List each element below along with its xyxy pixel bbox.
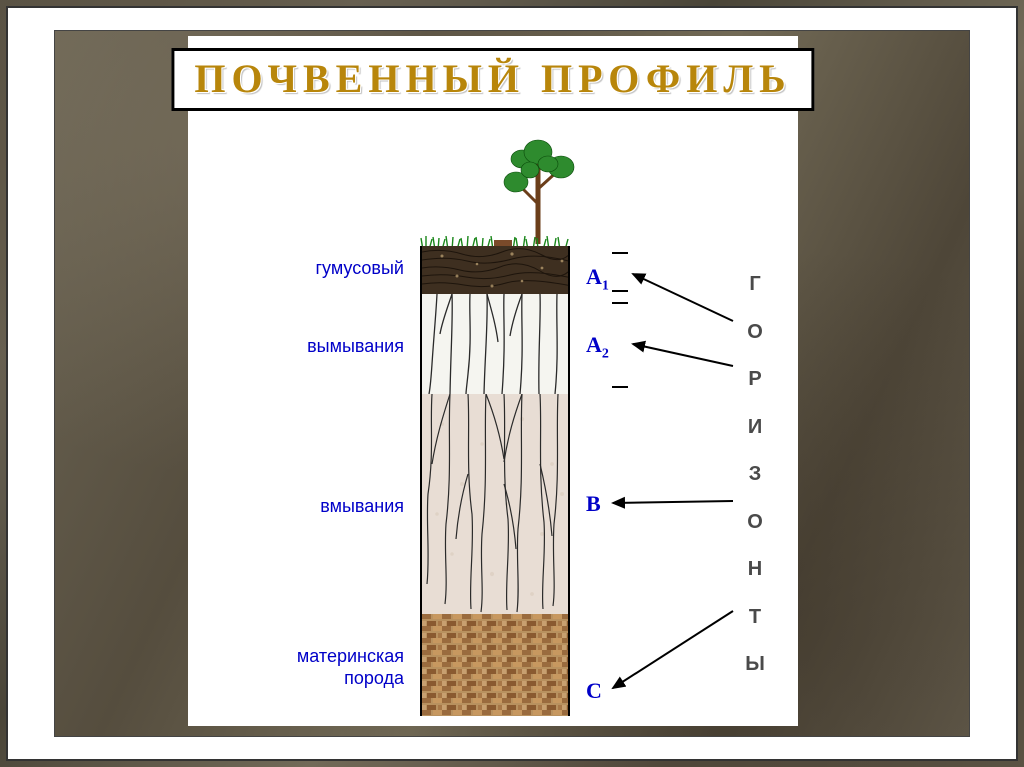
label-humus: гумусовый — [294, 258, 404, 279]
arrow-to-c — [608, 606, 738, 696]
soil-profile-diagram: гумусовый вымывания вмывания материнская… — [188, 126, 798, 726]
bracket-a1 — [612, 252, 628, 292]
arrow-to-b — [608, 491, 738, 511]
label-parent-rock-text: материнскаяпорода — [297, 646, 404, 688]
bracket-a2 — [612, 302, 628, 388]
layer-a1-humus — [422, 246, 568, 294]
vertical-label-horizons: ГОРИЗОНТЫ — [740, 274, 770, 674]
code-a2: A2 — [586, 332, 609, 362]
label-illuvial: вмывания — [294, 496, 404, 517]
code-a1: A1 — [586, 264, 609, 294]
label-parent-rock: материнскаяпорода — [294, 646, 404, 689]
content-card: ПОЧВЕННЫЙ ПРОФИЛЬ — [188, 36, 798, 726]
layer-a2-eluvial — [422, 294, 568, 394]
label-eluvial: вымывания — [294, 336, 404, 357]
code-c: C — [586, 678, 602, 704]
title-box: ПОЧВЕННЫЙ ПРОФИЛЬ — [171, 48, 814, 111]
arrow-to-a1 — [628, 266, 738, 326]
soil-column — [420, 246, 570, 716]
arrow-to-a2 — [628, 336, 738, 376]
page-title: ПОЧВЕННЫЙ ПРОФИЛЬ — [194, 55, 791, 102]
outer-frame: ПОЧВЕННЫЙ ПРОФИЛЬ — [6, 6, 1018, 761]
layer-b-illuvial — [422, 394, 568, 614]
layer-c-parent-rock — [422, 614, 568, 716]
code-b: B — [586, 491, 601, 517]
tree-icon — [498, 134, 588, 244]
